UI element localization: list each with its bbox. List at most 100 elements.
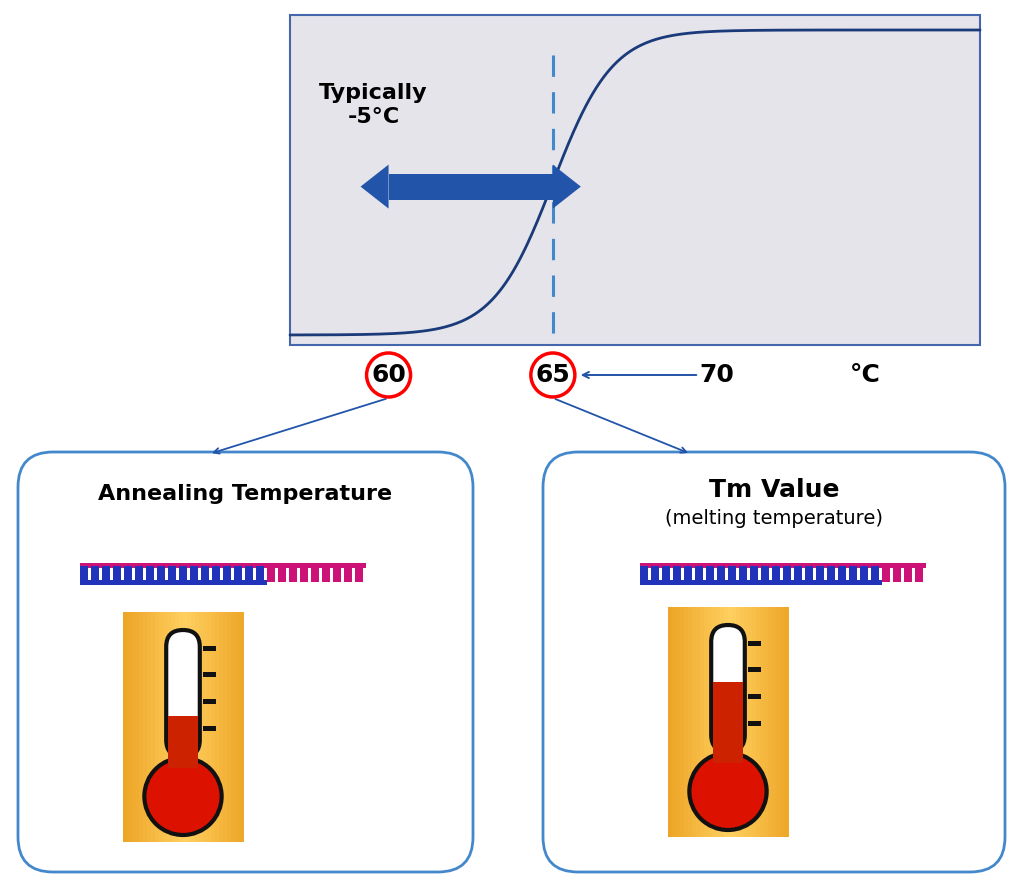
Bar xyxy=(266,568,274,582)
Bar xyxy=(223,612,228,842)
Text: Tm Value: Tm Value xyxy=(709,478,840,502)
Bar xyxy=(135,566,142,580)
FancyBboxPatch shape xyxy=(712,625,744,751)
Bar xyxy=(127,612,132,842)
Bar xyxy=(668,607,673,837)
Bar xyxy=(805,568,813,582)
Bar xyxy=(157,568,165,582)
Bar xyxy=(748,720,761,726)
Bar xyxy=(239,612,244,842)
Bar xyxy=(795,566,802,580)
Bar xyxy=(145,568,154,582)
Bar xyxy=(234,612,240,842)
Bar xyxy=(676,607,681,837)
Bar xyxy=(716,607,721,837)
Bar xyxy=(816,566,824,580)
FancyBboxPatch shape xyxy=(543,452,1005,872)
Bar xyxy=(179,612,184,842)
Bar xyxy=(695,568,703,582)
Bar xyxy=(145,566,154,580)
Bar xyxy=(860,568,868,582)
Bar xyxy=(696,607,701,837)
Bar xyxy=(135,568,142,582)
Bar xyxy=(708,607,713,837)
Bar xyxy=(673,568,681,582)
Bar xyxy=(223,566,230,580)
Bar xyxy=(751,566,758,580)
Bar xyxy=(231,612,236,842)
Bar xyxy=(256,568,264,582)
Bar xyxy=(783,568,792,582)
Bar xyxy=(101,566,110,580)
Bar xyxy=(203,645,216,651)
Bar xyxy=(322,568,330,582)
Bar xyxy=(717,566,725,580)
Bar xyxy=(672,607,677,837)
Bar xyxy=(201,568,209,582)
Bar xyxy=(191,612,196,842)
Bar xyxy=(179,568,186,582)
Bar xyxy=(717,568,725,582)
Bar xyxy=(219,612,224,842)
Bar xyxy=(203,672,216,677)
Bar xyxy=(223,568,230,582)
Bar xyxy=(199,612,204,842)
Bar xyxy=(768,607,773,837)
Bar xyxy=(744,607,749,837)
Bar xyxy=(748,694,761,699)
Text: °C: °C xyxy=(850,363,881,387)
Bar xyxy=(227,612,232,842)
Bar xyxy=(663,566,671,580)
Bar xyxy=(712,607,717,837)
Bar xyxy=(203,612,208,842)
Bar xyxy=(707,568,715,582)
Bar xyxy=(707,566,715,580)
Bar xyxy=(168,716,198,768)
Bar xyxy=(139,612,144,842)
FancyBboxPatch shape xyxy=(166,630,200,757)
Bar xyxy=(728,566,736,580)
Bar xyxy=(893,568,901,582)
Bar xyxy=(131,612,136,842)
Bar xyxy=(124,568,132,582)
Bar xyxy=(904,568,912,582)
Bar xyxy=(344,568,352,582)
Bar xyxy=(871,568,880,582)
Circle shape xyxy=(144,758,221,835)
Text: 65: 65 xyxy=(536,363,570,387)
Bar xyxy=(157,566,165,580)
Text: 70: 70 xyxy=(699,363,734,387)
Bar xyxy=(212,566,220,580)
Bar xyxy=(640,563,927,568)
Bar xyxy=(290,15,980,345)
Bar xyxy=(748,607,753,837)
Text: Annealing Temperature: Annealing Temperature xyxy=(98,484,392,504)
Bar xyxy=(278,568,286,582)
Text: (melting temperature): (melting temperature) xyxy=(665,508,883,528)
Bar xyxy=(760,607,765,837)
Bar xyxy=(783,566,792,580)
Bar xyxy=(752,607,757,837)
Bar xyxy=(688,607,693,837)
Bar xyxy=(91,568,98,582)
Bar xyxy=(739,566,748,580)
Bar xyxy=(849,568,857,582)
Bar xyxy=(195,612,200,842)
Bar xyxy=(805,566,813,580)
Bar xyxy=(728,568,736,582)
Bar xyxy=(203,726,216,730)
Bar xyxy=(640,566,648,580)
Bar xyxy=(256,566,264,580)
Bar xyxy=(233,566,242,580)
Bar xyxy=(203,699,216,704)
Bar xyxy=(692,607,697,837)
Bar xyxy=(233,568,242,582)
Bar xyxy=(751,568,758,582)
FancyBboxPatch shape xyxy=(18,452,473,872)
Bar xyxy=(300,568,308,582)
Bar xyxy=(201,566,209,580)
Bar xyxy=(183,612,188,842)
Bar xyxy=(827,568,836,582)
Bar xyxy=(175,612,180,842)
Bar xyxy=(776,607,781,837)
